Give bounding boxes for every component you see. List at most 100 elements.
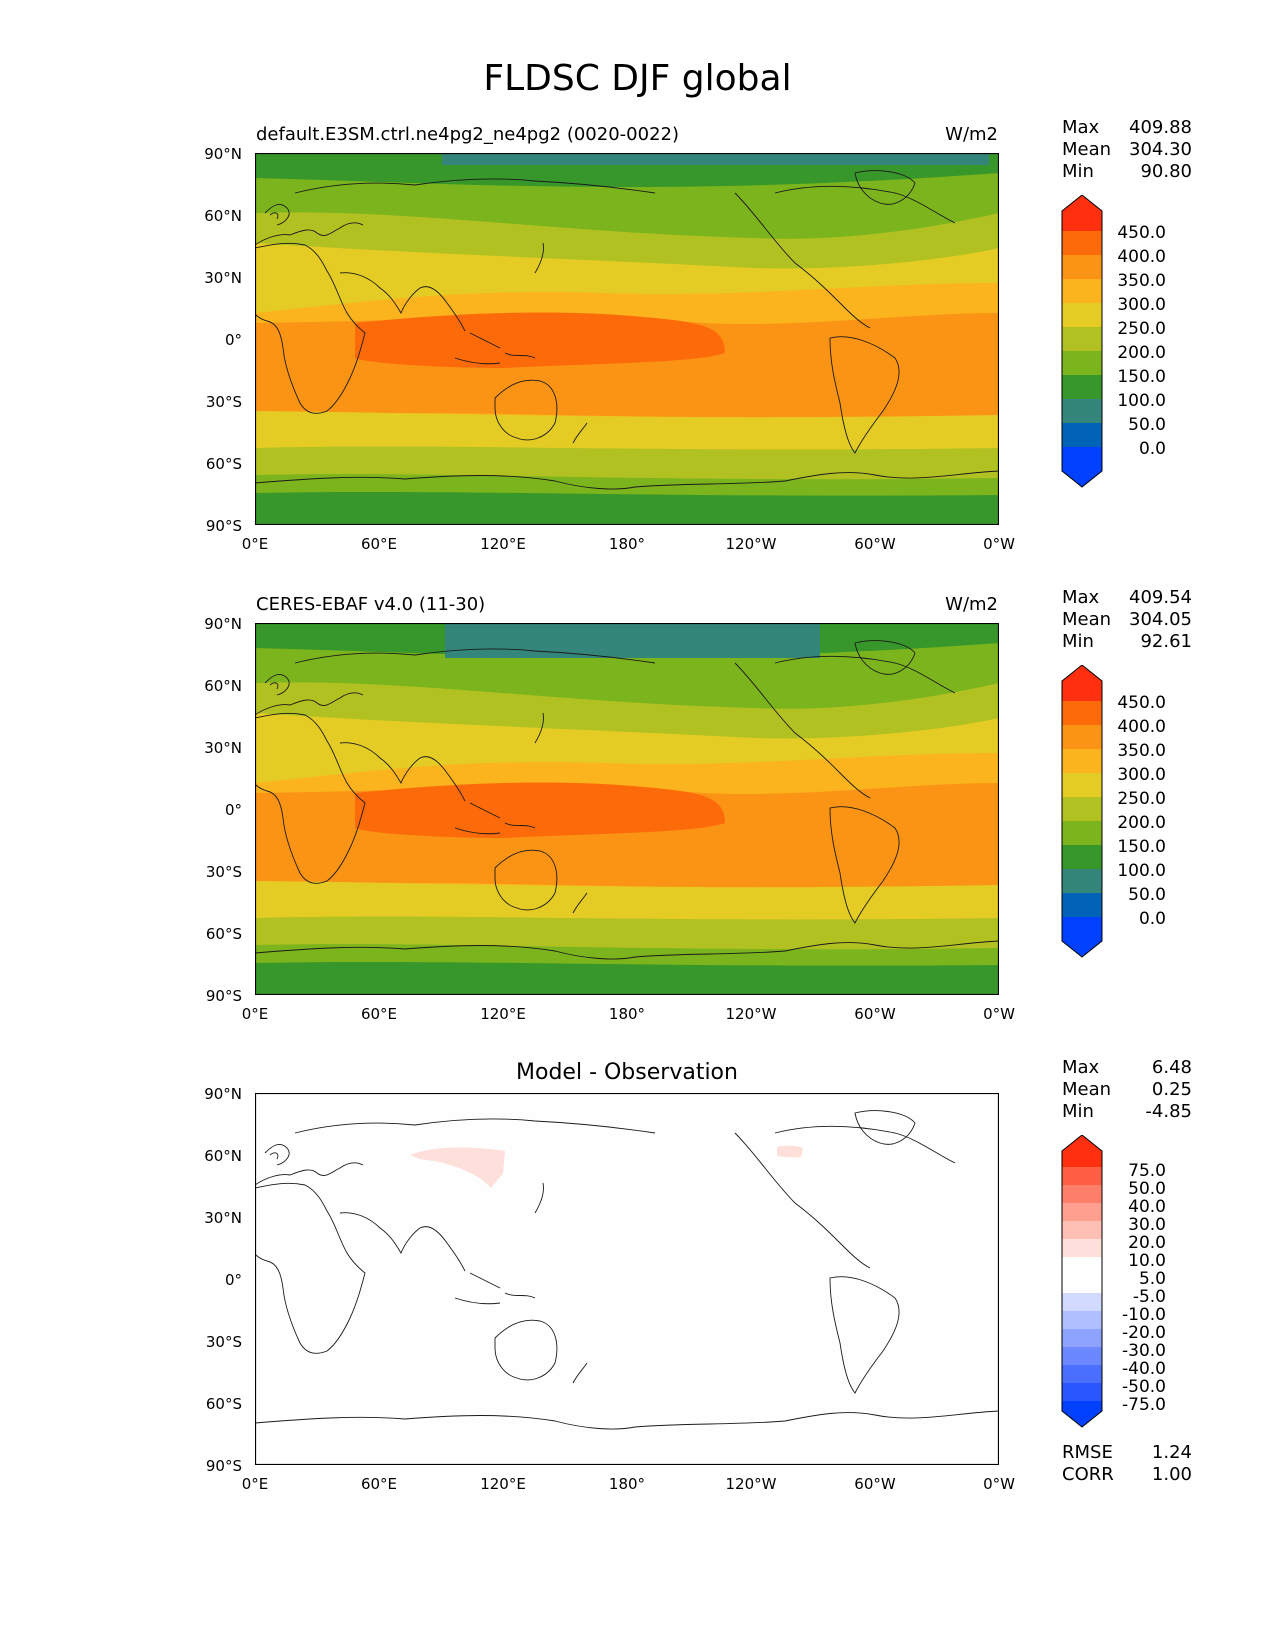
observation-map [254, 622, 1000, 996]
colorbar-label: 50.0 [1128, 415, 1166, 435]
stats-block: Max 409.88 Mean 304.30 Min 90.80 [1062, 117, 1192, 183]
y-tick: 60°N [204, 677, 242, 695]
stat-max: 409.54 [1129, 587, 1192, 608]
colorbar-label: -40.0 [1122, 1359, 1166, 1379]
x-tick: 0°E [241, 1475, 269, 1493]
colorbar-label: 50.0 [1128, 885, 1166, 905]
corr-value: 1.00 [1151, 1464, 1192, 1485]
colorbar [1061, 195, 1103, 488]
x-tick: 120°W [725, 1005, 777, 1023]
colorbar [1061, 665, 1103, 958]
colorbar-label: 20.0 [1128, 1233, 1166, 1253]
y-tick: 0° [224, 1271, 242, 1289]
y-tick: 90°N [204, 145, 242, 163]
x-tick: 60°W [854, 1475, 896, 1493]
x-tick: 180° [608, 535, 646, 553]
colorbar-label: -75.0 [1122, 1395, 1166, 1415]
colorbar-label: -10.0 [1122, 1305, 1166, 1325]
colorbar-label: 0.0 [1138, 439, 1166, 459]
colorbar-label: 40.0 [1128, 1197, 1166, 1217]
stat-max: 6.48 [1151, 1057, 1192, 1078]
colorbar-label: 400.0 [1117, 247, 1166, 267]
colorbar-label: 30.0 [1128, 1215, 1166, 1235]
corr-label: CORR [1062, 1464, 1114, 1485]
x-tick: 60°E [360, 1005, 398, 1023]
x-tick: 60°E [360, 535, 398, 553]
x-tick: 60°E [360, 1475, 398, 1493]
colorbar-label: -50.0 [1122, 1377, 1166, 1397]
colorbar-label: 350.0 [1117, 271, 1166, 291]
colorbar-label: -30.0 [1122, 1341, 1166, 1361]
stat-label: Mean [1062, 609, 1112, 630]
x-tick: 120°E [480, 1475, 526, 1493]
y-tick: 30°N [204, 739, 242, 757]
y-tick: 30°N [204, 269, 242, 287]
colorbar-label: 150.0 [1117, 837, 1166, 857]
panel-model: default.E3SM.ctrl.ne4pg2_ne4pg2 (0020-00… [0, 117, 1275, 590]
units-label: W/m2 [945, 594, 998, 615]
colorbar-label: 10.0 [1128, 1251, 1166, 1271]
x-tick: 0°E [241, 535, 269, 553]
colorbar-label: 200.0 [1117, 813, 1166, 833]
stats-block: Max 409.54 Mean 304.05 Min 92.61 [1062, 587, 1192, 653]
y-tick: 90°S [205, 1457, 242, 1475]
colorbar-label: 100.0 [1117, 861, 1166, 881]
colorbar-label: 250.0 [1117, 789, 1166, 809]
x-tick: 0°W [983, 1475, 1015, 1493]
colorbar-label: 150.0 [1117, 367, 1166, 387]
x-tick: 60°W [854, 1005, 896, 1023]
panel-title: default.E3SM.ctrl.ne4pg2_ne4pg2 (0020-00… [256, 124, 679, 145]
y-tick: 0° [224, 331, 242, 349]
stat-label: Min [1062, 161, 1094, 182]
stat-label: Max [1062, 587, 1100, 608]
stat-label: Min [1062, 631, 1094, 652]
x-tick: 0°E [241, 1005, 269, 1023]
y-tick: 60°S [205, 925, 242, 943]
colorbar [1061, 1135, 1103, 1428]
y-tick: 30°S [205, 1333, 242, 1351]
colorbar-label: 200.0 [1117, 343, 1166, 363]
colorbar-label: 75.0 [1128, 1161, 1166, 1181]
colorbar-label: 450.0 [1117, 693, 1166, 713]
units-label: W/m2 [945, 124, 998, 145]
colorbar-label: 450.0 [1117, 223, 1166, 243]
stat-mean: 304.05 [1129, 609, 1192, 630]
stat-max: 409.88 [1129, 117, 1192, 138]
colorbar-label: 350.0 [1117, 741, 1166, 761]
x-tick: 60°W [854, 535, 896, 553]
y-tick: 30°S [205, 863, 242, 881]
x-tick: 0°W [983, 535, 1015, 553]
colorbar-label: 100.0 [1117, 391, 1166, 411]
colorbar-label: 0.0 [1138, 909, 1166, 929]
panel-difference: Model - Observation 90°N 60°N 30°N 0° 30… [0, 1057, 1275, 1530]
x-tick: 120°E [480, 1005, 526, 1023]
stat-min: 92.61 [1140, 631, 1192, 652]
stat-min: -4.85 [1145, 1101, 1192, 1122]
rmse-label: RMSE [1062, 1442, 1113, 1463]
y-tick: 90°S [205, 517, 242, 535]
colorbar-label: 400.0 [1117, 717, 1166, 737]
y-tick: 60°N [204, 1147, 242, 1165]
y-tick: 60°S [205, 1395, 242, 1413]
model-map [254, 152, 1000, 526]
x-tick: 120°E [480, 535, 526, 553]
x-tick: 0°W [983, 1005, 1015, 1023]
stat-label: Max [1062, 1057, 1100, 1078]
error-metrics: RMSE 1.24 CORR 1.00 [1062, 1442, 1192, 1486]
stat-label: Mean [1062, 139, 1112, 160]
x-tick: 180° [608, 1475, 646, 1493]
y-tick: 30°N [204, 1209, 242, 1227]
stat-mean: 0.25 [1151, 1079, 1192, 1100]
stats-block: Max 6.48 Mean 0.25 Min -4.85 [1062, 1057, 1192, 1123]
colorbar-label: -20.0 [1122, 1323, 1166, 1343]
colorbar-label: 300.0 [1117, 765, 1166, 785]
figure-title: FLDSC DJF global [483, 58, 792, 99]
y-tick: 90°N [204, 1085, 242, 1103]
x-tick: 120°W [725, 1475, 777, 1493]
panel-title: CERES-EBAF v4.0 (11-30) [256, 594, 486, 615]
y-tick: 60°S [205, 455, 242, 473]
panel-observation: CERES-EBAF v4.0 (11-30) W/m2 90°N 60°N 3… [0, 587, 1275, 1060]
y-tick: 0° [224, 801, 242, 819]
difference-map [254, 1092, 1000, 1466]
stat-label: Mean [1062, 1079, 1112, 1100]
